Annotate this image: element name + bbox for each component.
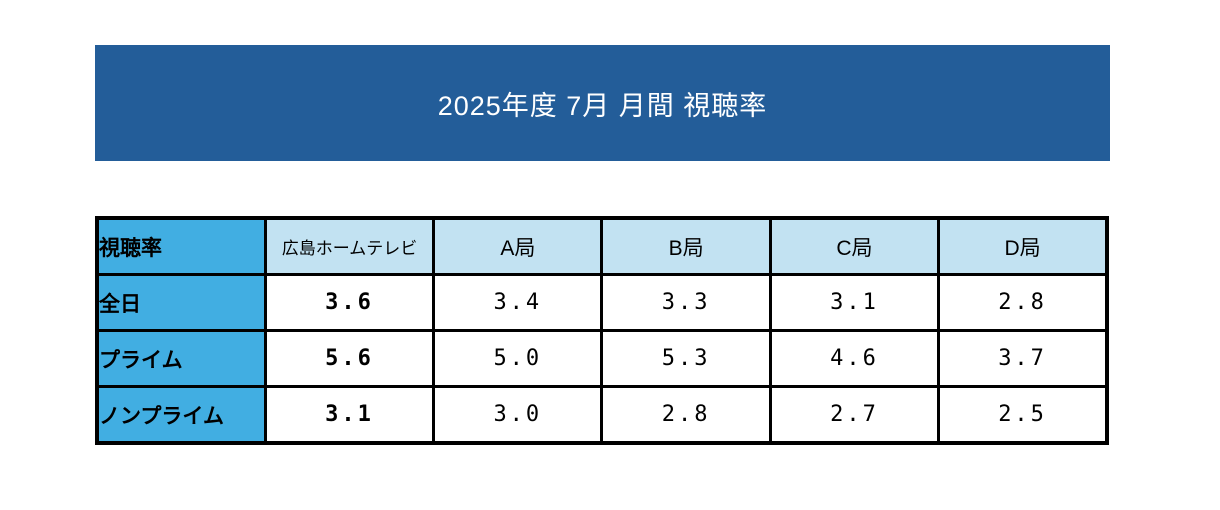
table-cell: 3.1 [263,385,436,445]
table-cell: 3.0 [432,385,604,445]
table-cell: 4.6 [768,329,941,388]
table-cell: 3.4 [432,273,604,332]
column-header-station-b: B局 [600,216,772,276]
table-cell: 5.3 [600,329,772,388]
table-cell: 3.6 [263,273,436,332]
table-cell: 2.8 [600,385,772,445]
table-cell: 5.0 [432,329,604,388]
table-cell: 3.1 [768,273,941,332]
table-row-zennichi: 全日 3.6 3.4 3.3 3.1 2.8 [95,273,1109,332]
row-label-nonprime: ノンプライム [95,385,267,445]
column-header-station-d: D局 [937,216,1109,276]
table-row-nonprime: ノンプライム 3.1 3.0 2.8 2.7 2.5 [95,385,1109,445]
table-cell: 2.5 [937,385,1109,445]
table-cell: 2.8 [937,273,1109,332]
ratings-table: 視聴率 広島ホームテレビ A局 B局 C局 D局 全日 3.6 3.4 3.3 … [95,216,1109,445]
column-header-station-c: C局 [768,216,941,276]
table-cell: 5.6 [263,329,436,388]
table-corner-header: 視聴率 [95,216,267,276]
title-banner: 2025年度 7月 月間 視聴率 [95,45,1110,161]
column-header-station-a: A局 [432,216,604,276]
row-label-prime: プライム [95,329,267,388]
table-cell: 3.7 [937,329,1109,388]
table-row-prime: プライム 5.6 5.0 5.3 4.6 3.7 [95,329,1109,388]
table-cell: 2.7 [768,385,941,445]
row-label-zennichi: 全日 [95,273,267,332]
page-title: 2025年度 7月 月間 視聴率 [437,90,768,121]
header-row: 視聴率 広島ホームテレビ A局 B局 C局 D局 [95,216,1109,276]
column-header-hiroshima-home-tv: 広島ホームテレビ [263,216,436,276]
table-cell: 3.3 [600,273,772,332]
